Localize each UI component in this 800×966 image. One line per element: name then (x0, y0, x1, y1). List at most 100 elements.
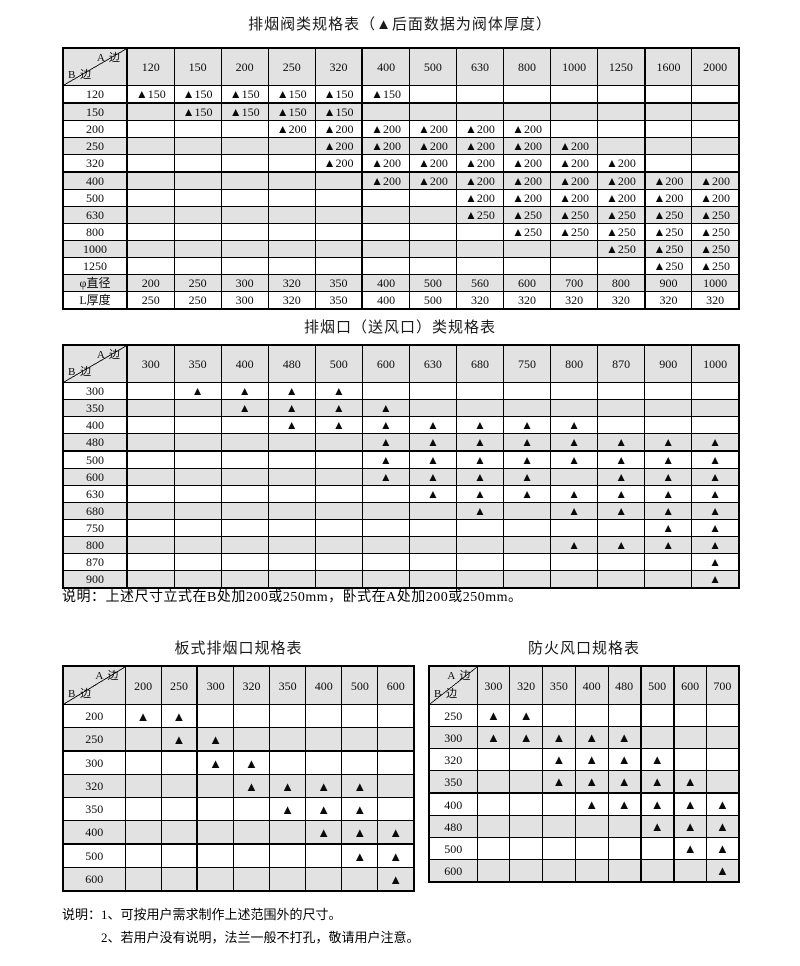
spec-mark-cell: 700 (550, 274, 599, 292)
spec-mark-cell: 500 (408, 291, 457, 310)
spec-mark-cell: 320 (502, 291, 552, 310)
empty-cell (476, 748, 511, 771)
spec-mark-cell: 320 (455, 291, 505, 310)
empty-cell (640, 859, 675, 883)
empty-cell (408, 206, 457, 224)
spec-mark-cell: 1000 (691, 274, 740, 292)
empty-cell (361, 223, 410, 241)
empty-cell (361, 102, 410, 121)
empty-cell (377, 774, 415, 798)
spec-mark-cell: ▲ (644, 433, 693, 452)
spec-mark-cell: ▲200 (597, 171, 646, 190)
col-header-cell: 700 (705, 665, 740, 705)
empty-cell (314, 433, 363, 452)
empty-cell (607, 859, 642, 883)
spec-mark-cell: ▲ (597, 433, 646, 452)
empty-cell (173, 570, 222, 589)
table-row: 350 ▲ ▲ ▲ ▲ (62, 399, 740, 417)
row-label-cell: 350 (428, 770, 478, 794)
empty-cell (196, 704, 234, 728)
spec-mark-cell: ▲ (305, 797, 343, 821)
empty-cell (314, 536, 363, 554)
spec-mark-cell: ▲ (597, 468, 646, 486)
table-row: 250 ▲200 ▲200 ▲200 ▲200 ▲200 ▲200 (62, 137, 740, 155)
empty-cell (267, 553, 316, 571)
spec-mark-cell: ▲ (550, 416, 599, 434)
spec-mark-cell: ▲250 (597, 223, 646, 241)
empty-cell (644, 553, 693, 571)
col-header-cell: 630 (408, 344, 457, 383)
bottom-note-1: 说明：1、可按用户需求制作上述范围外的尺寸。 (62, 907, 342, 922)
empty-cell (542, 815, 576, 838)
spec-mark-cell: ▲ (644, 502, 693, 520)
spec-mark-cell: ▲ (361, 450, 410, 469)
spec-mark-cell: ▲ (408, 433, 457, 452)
table-row: 400 ▲ ▲ ▲ ▲ ▲ (428, 792, 740, 816)
spec-mark-cell: ▲200 (455, 137, 505, 155)
table-row: 200 ▲200 ▲200 ▲200 ▲200 ▲200 ▲200 (62, 120, 740, 138)
empty-cell (173, 536, 222, 554)
empty-cell (196, 774, 234, 798)
empty-cell (267, 450, 316, 469)
empty-cell (160, 867, 199, 892)
empty-cell (673, 859, 707, 883)
spec-mark-cell: ▲200 (408, 120, 457, 138)
empty-cell (220, 154, 269, 173)
empty-cell (126, 206, 175, 224)
table-row: 1250 ▲250 ▲250 (62, 257, 740, 275)
empty-cell (267, 189, 316, 207)
empty-cell (305, 867, 343, 892)
col-header-cell: 200 (124, 665, 162, 705)
spec-mark-cell: ▲ (640, 770, 675, 794)
empty-cell (607, 837, 642, 860)
table-row: 320 ▲200 ▲200 ▲200 ▲200 ▲200 ▲200 ▲200 (62, 154, 740, 173)
bottom-notes: 说明：1、可按用户需求制作上述范围外的尺寸。 2、若用户没有说明，法兰一般不打孔… (62, 903, 420, 950)
empty-cell (509, 748, 543, 771)
empty-cell (691, 154, 740, 173)
empty-cell (126, 519, 175, 537)
spec-mark-cell: ▲ (408, 485, 457, 503)
empty-cell (341, 704, 379, 728)
spec-mark-cell: ▲200 (502, 189, 552, 207)
row-label-cell: 500 (62, 189, 128, 207)
empty-cell (361, 206, 410, 224)
empty-cell (220, 416, 269, 434)
spec-mark-cell: 560 (455, 274, 505, 292)
spec-mark-cell: ▲ (455, 502, 505, 520)
empty-cell (408, 102, 457, 121)
row-label-cell: L厚度 (62, 291, 128, 310)
empty-cell (220, 553, 269, 571)
empty-cell (408, 519, 457, 537)
empty-cell (542, 859, 576, 883)
bottom-note-2: 2、若用户没有说明，法兰一般不打孔，敬请用户注意。 (101, 930, 420, 946)
table-row: 400 ▲ ▲ ▲ (62, 820, 415, 845)
empty-cell (126, 223, 175, 241)
fire-damper-table-title: 防火风口规格表 (527, 641, 640, 657)
spec-mark-cell: ▲ (542, 748, 576, 771)
empty-cell (502, 85, 552, 104)
spec-mark-cell: ▲250 (644, 223, 693, 241)
spec-mark-cell: ▲ (644, 536, 693, 554)
col-header-cell: 900 (644, 344, 693, 383)
spec-mark-cell: ▲ (377, 820, 415, 845)
spec-mark-cell: ▲ (691, 553, 740, 571)
empty-cell (173, 206, 222, 224)
table-row: 870 ▲ (62, 553, 740, 571)
row-label-cell: 600 (62, 867, 126, 892)
row-label-cell: 400 (62, 171, 128, 190)
row-label-cell: 320 (428, 748, 478, 771)
spec-mark-cell: ▲200 (550, 189, 599, 207)
empty-cell (597, 399, 646, 417)
spec-mark-cell: ▲150 (126, 85, 175, 104)
spec-mark-cell: 350 (314, 274, 364, 292)
spec-mark-cell: ▲200 (361, 137, 410, 155)
empty-cell (640, 704, 675, 727)
spec-mark-cell: ▲ (597, 536, 646, 554)
empty-cell (550, 553, 599, 571)
spec-mark-cell: ▲ (232, 750, 271, 775)
spec-mark-cell: ▲ (550, 502, 599, 520)
empty-cell (476, 859, 511, 883)
